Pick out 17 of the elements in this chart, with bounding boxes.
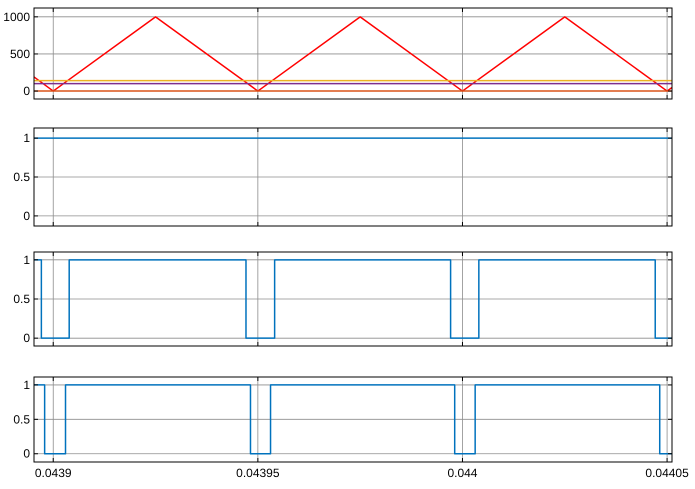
y-tick-label: 1 — [23, 252, 30, 267]
x-tick-label: 0.044 — [447, 466, 478, 480]
y-tick-label: 1000 — [3, 10, 30, 24]
y-tick-label: 0.5 — [13, 170, 30, 184]
y-tick-label: 1 — [23, 131, 30, 146]
y-tick-label: 0 — [23, 84, 30, 98]
line-series — [33, 16, 673, 92]
y-tick-label: 1 — [23, 378, 30, 392]
y-tick-label: 0 — [23, 208, 30, 223]
y-tick-label: 500 — [10, 46, 30, 61]
y-tick-label: 0.5 — [13, 412, 30, 426]
x-tick-label: 0.04405 — [645, 466, 690, 480]
y-tick-label: 0.5 — [13, 292, 30, 306]
y-tick-label: 0 — [23, 331, 30, 346]
x-tick-label: 0.0439 — [34, 466, 72, 480]
x-tick-label: 0.04395 — [236, 466, 280, 480]
y-tick-label: 0 — [23, 446, 30, 461]
